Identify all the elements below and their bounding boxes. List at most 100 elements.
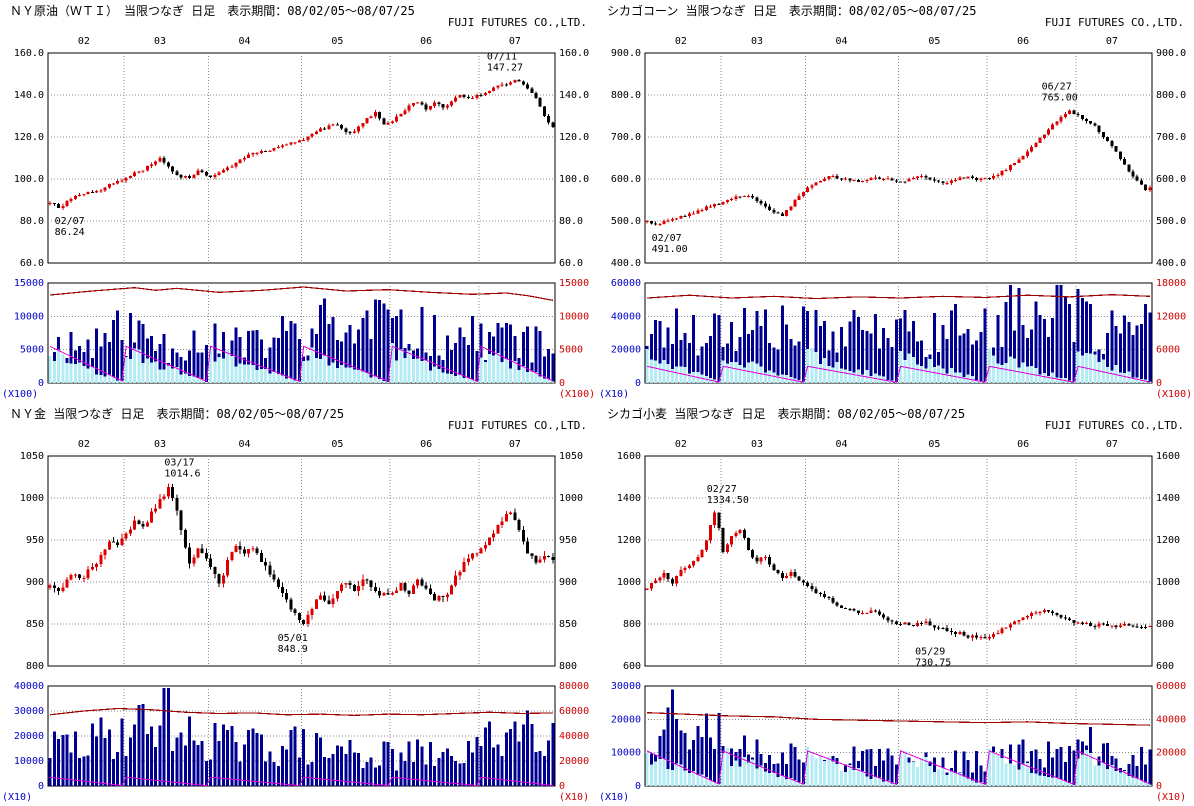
chart-title: シカゴ小麦 当限つなぎ 日足 表示期間：08/02/05～08/07/25 [607, 407, 966, 421]
candle-body [272, 574, 276, 580]
volume-bar [1085, 301, 1089, 383]
volume-bars [48, 688, 555, 786]
near-contract-bar [61, 353, 65, 383]
near-contract-bar [734, 362, 738, 383]
volume-bar [877, 348, 881, 383]
near-contract-bar [217, 356, 221, 383]
near-contract-bar [856, 768, 860, 786]
candle-body [280, 145, 284, 148]
near-contract-bar [1038, 775, 1042, 786]
volume-bar [454, 761, 458, 786]
volume-bar [666, 707, 670, 786]
volume-bar [1148, 312, 1152, 383]
volume-bar [708, 737, 712, 786]
volume-bar [327, 324, 331, 383]
volume-bar [116, 751, 120, 786]
near-contract-bar [526, 371, 530, 383]
volume-bar [306, 764, 310, 786]
near-contract-bar [1089, 752, 1093, 786]
price-tick-left: 900 [26, 577, 44, 588]
candle-body [344, 582, 348, 585]
candle-body [1038, 611, 1042, 613]
near-contract-bar [310, 347, 314, 383]
candle-body [1025, 151, 1029, 156]
volume-bar [713, 313, 717, 383]
near-contract-bar [348, 367, 352, 383]
near-contract-bar [547, 379, 551, 383]
near-contract-bar [666, 769, 670, 786]
candle-body [1000, 170, 1004, 175]
volume-bar [348, 740, 352, 786]
near-contract-bar [983, 784, 987, 786]
candle-body [373, 111, 377, 117]
month-label: 06 [420, 439, 432, 450]
candle-body [247, 154, 251, 158]
near-contract-bar [670, 369, 674, 383]
near-contract-bar [717, 783, 721, 786]
candle-body [340, 584, 344, 592]
candle-body [357, 585, 361, 592]
near-contract-bar [827, 756, 831, 786]
candle-body [466, 558, 470, 562]
month-label: 06 [1017, 439, 1029, 450]
candle-body [835, 176, 839, 179]
volume-bar [65, 734, 69, 786]
price-tick-right: 900.0 [1156, 48, 1186, 59]
volume-bar [433, 314, 437, 383]
candle-body [234, 162, 238, 167]
near-contract-bar [272, 372, 276, 383]
candle-body [958, 632, 962, 634]
volume-unit-left: (X100) [2, 389, 38, 400]
near-contract-bar [692, 770, 696, 786]
candle-body [708, 206, 712, 208]
candle-body [111, 183, 115, 185]
month-label: 03 [154, 36, 166, 47]
near-contract-bar [407, 350, 411, 383]
candle-body [755, 557, 759, 562]
near-contract-bar [916, 767, 920, 786]
candle-body [873, 177, 877, 179]
open-interest-line [50, 286, 553, 301]
volume-bar [763, 309, 767, 383]
near-contract-bar [679, 764, 683, 786]
volume-bar [213, 323, 217, 383]
volume-bar [90, 723, 94, 786]
volume-bar [839, 326, 843, 383]
candle-body [437, 102, 441, 105]
near-contract-bar [1118, 772, 1122, 786]
candle-body [259, 150, 263, 153]
candle-body [679, 569, 683, 577]
near-contract-bar [776, 375, 780, 383]
candle-body [175, 498, 179, 511]
candle-body [420, 579, 424, 586]
volume-bar [251, 330, 255, 383]
month-label: 05 [331, 439, 343, 450]
candle-body [327, 600, 331, 604]
month-label: 03 [751, 439, 763, 450]
near-contract-bar [861, 771, 865, 786]
price-tick-right: 1000 [1156, 577, 1180, 588]
annotation-value: 848.9 [278, 644, 308, 655]
candle-body [441, 104, 445, 108]
candle-body [361, 579, 365, 586]
near-contract-bar [57, 349, 61, 383]
near-contract-bar [818, 364, 822, 383]
volume-bar [209, 759, 213, 786]
candle-body [873, 610, 877, 612]
candle-body [323, 128, 327, 130]
candle-body [331, 598, 335, 604]
candle-body [1131, 171, 1135, 177]
volume-bar [179, 732, 183, 786]
candle-body [521, 529, 525, 542]
candle-body [1135, 626, 1139, 628]
price-tick-right: 600.0 [1156, 174, 1186, 185]
candle-body [107, 541, 111, 550]
candle-body [551, 556, 555, 561]
volume-bar [683, 733, 687, 786]
chart-header: シカゴ小麦 当限つなぎ 日足 表示期間：08/02/05～08/07/25 FU… [597, 403, 1194, 433]
candle-body [1034, 142, 1038, 148]
price-tick-right: 120.0 [559, 132, 589, 143]
volume-bar [831, 331, 835, 383]
candle-body [331, 124, 335, 126]
volume-bar [323, 756, 327, 786]
